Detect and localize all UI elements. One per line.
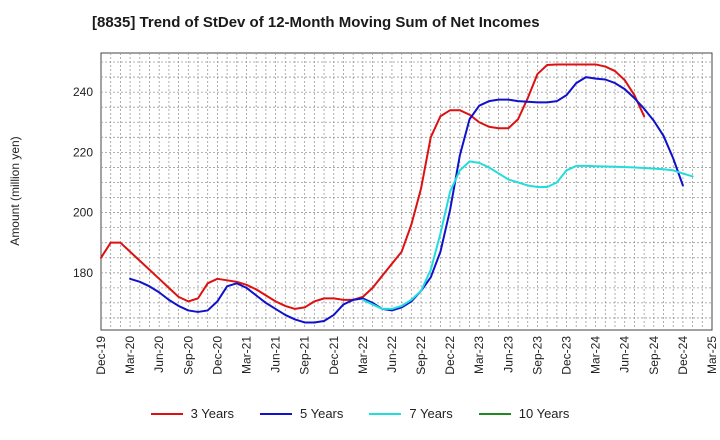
legend-item-10-years: 10 Years [478, 406, 570, 421]
x-axis-tick-labels: Dec-19 Mar-20 Jun-20 Sep-20 Dec-20 Mar-21 Jun-… [94, 336, 719, 375]
x-tick-label: Dec-23 [560, 336, 574, 375]
legend-label: 3 Years [190, 406, 234, 421]
y-tick-label: 220 [73, 145, 93, 159]
x-tick-label: Mar-20 [123, 336, 137, 374]
legend-swatch-5-years [260, 412, 292, 415]
y-tick-label: 240 [73, 85, 93, 99]
x-tick-label: Sep-20 [181, 336, 195, 375]
series-line-3-years [100, 63, 646, 310]
series-line-5-years [129, 76, 684, 324]
legend-swatch-7-years [369, 412, 402, 415]
x-tick-label: Jun-20 [152, 336, 166, 373]
legend-label: 7 Years [409, 406, 453, 421]
x-tick-label: Sep-21 [298, 336, 312, 375]
x-tick-label: Sep-22 [414, 336, 428, 375]
x-tick-label: Dec-22 [443, 336, 457, 375]
plot-area [100, 52, 713, 331]
x-tick-label: Mar-24 [589, 336, 603, 374]
legend-item-5-years: 5 Years [260, 406, 343, 421]
x-tick-label: Sep-24 [647, 336, 661, 375]
legend-label: 10 Years [518, 406, 570, 421]
legend-label: 5 Years [300, 406, 344, 421]
legend-swatch-10-years [478, 412, 511, 415]
x-tick-label: Mar-21 [239, 336, 253, 374]
y-axis-tick-labels: 180 200 220 240 [73, 85, 93, 280]
x-tick-label: Jun-22 [385, 336, 399, 373]
series-layer [100, 63, 694, 324]
x-tick-label: Sep-23 [530, 336, 544, 375]
y-tick-label: 180 [73, 266, 93, 280]
x-tick-label: Jun-24 [618, 336, 632, 373]
legend-swatch-3-years [150, 412, 183, 415]
x-tick-label: Jun-21 [269, 336, 283, 373]
legend-item-3-years: 3 Years [150, 406, 234, 421]
y-tick-label: 200 [73, 206, 93, 220]
legend-item-7-years: 7 Years [369, 406, 453, 421]
y-axis-label: Amount (million yen) [8, 136, 22, 245]
x-tick-label: Dec-21 [327, 336, 341, 375]
x-tick-label: Jun-23 [501, 336, 515, 373]
x-tick-label: Mar-22 [356, 336, 370, 374]
x-tick-label: Dec-19 [94, 336, 108, 375]
chart-title: [8835] Trend of StDev of 12-Month Moving… [92, 14, 540, 31]
legend: 3 Years 5 Years 7 Years 10 Years [0, 406, 720, 421]
x-tick-label: Mar-25 [705, 336, 719, 374]
series-line-7-years [361, 160, 694, 310]
x-tick-label: Dec-24 [676, 336, 690, 375]
x-tick-label: Dec-20 [210, 336, 224, 375]
x-tick-label: Mar-23 [472, 336, 486, 374]
